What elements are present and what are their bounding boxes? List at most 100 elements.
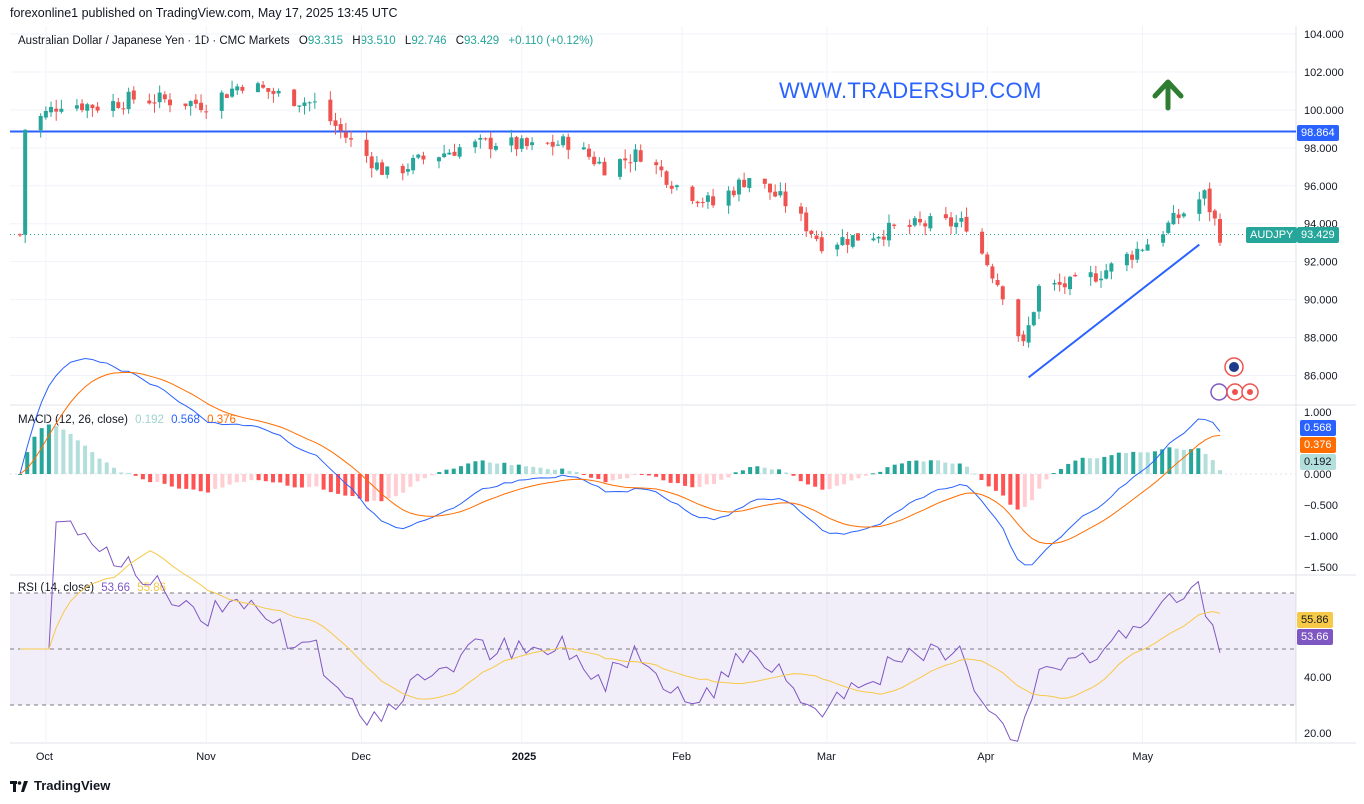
candle-body (400, 165, 405, 174)
macd-histogram-bar (1022, 474, 1027, 507)
rsi-title: RSI (14, close) (18, 582, 95, 594)
macd-histogram-bar (191, 474, 196, 490)
candle-body (871, 238, 876, 241)
candle-body (483, 138, 488, 140)
candle-body (183, 103, 188, 107)
macd-histogram-bar (46, 424, 51, 474)
macd-histogram-bar (54, 426, 59, 474)
time-tick-label: May (1132, 751, 1153, 763)
macd-histogram-bar (263, 474, 268, 482)
macd-histogram-bar (32, 436, 37, 474)
candle-body (809, 230, 814, 234)
macd-histogram-bar (596, 474, 601, 479)
macd-histogram-bar (1124, 453, 1129, 474)
macd-histogram-bar (849, 474, 854, 481)
candle-body (1093, 273, 1098, 282)
up-arrow-icon (1152, 79, 1184, 111)
macd-histogram-bar (921, 461, 926, 474)
macd-histogram-bar (813, 474, 818, 487)
macd-histogram-bar (726, 474, 731, 478)
macd-histogram-bar (560, 468, 565, 474)
watermark-text: WWW.TRADERSUP.COM (779, 78, 1042, 103)
candle-body (162, 94, 167, 100)
candle-body (1109, 263, 1114, 272)
macd-histogram-bar (777, 469, 782, 474)
macd-histogram-bar (198, 474, 203, 492)
macd-histogram-bar (1210, 460, 1215, 474)
candle-body (524, 138, 529, 147)
macd-histogram-bar (75, 440, 80, 474)
candle-body (193, 99, 198, 104)
macd-histogram-bar (827, 474, 832, 489)
candle-body (59, 108, 64, 112)
macd-histogram-bar (878, 471, 883, 474)
candle-body (1218, 219, 1222, 243)
macd-histogram-bar (83, 445, 88, 474)
macd-histogram-bar (784, 472, 789, 474)
time-tick-label: Apr (977, 751, 994, 763)
candle-body (1073, 274, 1078, 277)
price-tick-label: 104.000 (1304, 29, 1344, 41)
candle-body (928, 216, 933, 229)
candle-body (385, 166, 390, 175)
macd-histogram-bar (856, 474, 861, 479)
macd-histogram-bar (871, 473, 876, 475)
flag-au-inner (1229, 362, 1239, 372)
candle-body (447, 152, 452, 155)
macd-histogram-bar (299, 474, 304, 488)
candle-body (224, 94, 229, 98)
open-label: O (298, 35, 308, 47)
candle-body (509, 137, 514, 146)
macd-histogram-bar (1131, 451, 1136, 474)
macd-histogram-bar (169, 474, 174, 487)
macd-histogram-bar (314, 474, 319, 487)
candle-body (1104, 270, 1109, 279)
candle-body (457, 147, 462, 157)
macd-histogram-bar (538, 467, 543, 474)
footer-brand[interactable]: TradingView (10, 778, 110, 793)
macd-histogram-bar (97, 458, 102, 474)
macd-histogram-bar (697, 474, 702, 487)
macd-histogram-bar (480, 460, 485, 474)
close-label: C (455, 35, 465, 47)
resistance-line (10, 130, 1296, 236)
candle-body (1197, 199, 1202, 214)
macd-signal-tag: 0.376 (1300, 437, 1336, 453)
time-tick-label: Oct (36, 751, 53, 763)
macd-histogram-bar (278, 474, 283, 483)
macd-histogram-bar (834, 474, 839, 486)
candle-body (152, 102, 157, 104)
candle-body (597, 161, 602, 164)
candle-body (1181, 213, 1186, 217)
candle-body (157, 92, 162, 103)
price-tick-label: 102.000 (1304, 67, 1344, 79)
candle-body (799, 206, 804, 214)
candle-body (633, 149, 638, 163)
candle-body (954, 222, 959, 228)
macd-histogram-bar (1218, 470, 1222, 474)
publisher-header: forexonline1 published on TradingView.co… (10, 6, 398, 20)
candle-body (949, 217, 954, 227)
candle-body (333, 120, 338, 126)
candle-body (297, 105, 302, 107)
event-flags-icon (1210, 357, 1259, 401)
candle-body (1207, 188, 1212, 213)
candle-body (674, 185, 679, 188)
macd-histogram-bar (1138, 452, 1143, 474)
time-tick-label: 2025 (512, 751, 536, 763)
high-value: 93.510 (360, 35, 396, 47)
macd-histogram-bar (639, 474, 644, 475)
candle-body (943, 214, 948, 219)
macd-histogram-bar (307, 474, 312, 488)
macd-histogram-bar (625, 474, 630, 479)
candle-body (80, 103, 85, 111)
macd-histogram-bar (979, 474, 984, 480)
macd-line-value: 0.568 (171, 414, 200, 426)
candle-body (918, 218, 922, 223)
candle-body (855, 233, 860, 241)
change-value: +0.110 (+0.12%) (508, 35, 594, 47)
macd-histogram-bar (140, 474, 145, 480)
symbol-legend[interactable]: Australian Dollar / Japanese Yen · 1D · … (18, 35, 593, 47)
candle-body (131, 90, 136, 100)
